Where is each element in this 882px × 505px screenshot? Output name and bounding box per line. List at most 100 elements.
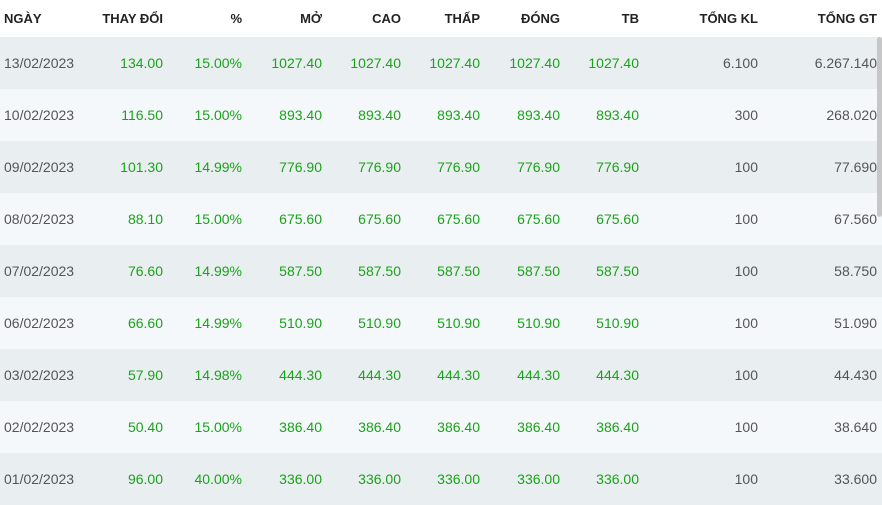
cell-percent: 15.00% (194, 55, 242, 71)
header-low[interactable]: THẤP (444, 11, 480, 26)
cell-high: 675.60 (358, 211, 401, 227)
header-average[interactable]: TB (621, 11, 639, 26)
cell-open: 386.40 (279, 419, 322, 435)
cell-total-volume: 300 (734, 107, 758, 123)
cell-date: 06/02/2023 (4, 315, 75, 331)
table-row[interactable]: 13/02/2023 134.00 15.00% 1027.40 1027.40 1027… (0, 37, 882, 89)
cell-close: 444.30 (517, 367, 560, 383)
cell-close: 893.40 (517, 107, 560, 123)
cell-change: 66.60 (127, 315, 163, 331)
cell-percent: 14.99% (194, 315, 242, 331)
cell-total-value: 77.690 (834, 159, 877, 175)
cell-average: 510.90 (596, 315, 639, 331)
cell-high: 336.00 (358, 471, 401, 487)
cell-total-volume: 100 (734, 471, 758, 487)
cell-date: 07/02/2023 (4, 263, 75, 279)
cell-close: 510.90 (517, 315, 560, 331)
cell-average: 336.00 (596, 471, 639, 487)
cell-high: 776.90 (358, 159, 401, 175)
cell-average: 587.50 (596, 263, 639, 279)
cell-total-volume: 100 (734, 211, 758, 227)
cell-high: 1027.40 (350, 55, 401, 71)
table-row[interactable]: 06/02/2023 66.60 14.99% 510.90 510.90 510.90 5… (0, 297, 882, 349)
cell-close: 336.00 (517, 471, 560, 487)
header-date[interactable]: NGÀY (4, 11, 42, 26)
cell-change: 76.60 (127, 263, 163, 279)
table-row[interactable]: 01/02/2023 96.00 40.00% 336.00 336.00 336.00 3… (0, 453, 882, 505)
cell-low: 893.40 (437, 107, 480, 123)
cell-low: 1027.40 (429, 55, 480, 71)
cell-change: 134.00 (120, 55, 163, 71)
cell-percent: 14.99% (194, 263, 242, 279)
header-total-volume[interactable]: TỔNG KL (699, 11, 759, 26)
cell-total-volume: 100 (734, 315, 758, 331)
cell-open: 336.00 (279, 471, 322, 487)
header-change[interactable]: THAY ĐỔI (102, 11, 163, 26)
cell-change: 96.00 (127, 471, 163, 487)
table-row[interactable]: 08/02/2023 88.10 15.00% 675.60 675.60 675.60 6… (0, 193, 882, 245)
cell-average: 386.40 (596, 419, 639, 435)
cell-total-value: 58.750 (834, 263, 877, 279)
cell-date: 02/02/2023 (4, 419, 75, 435)
cell-average: 1027.40 (588, 55, 639, 71)
cell-total-value: 6.267.140 (814, 55, 877, 71)
cell-low: 587.50 (437, 263, 480, 279)
cell-total-value: 67.560 (834, 211, 877, 227)
cell-low: 510.90 (437, 315, 480, 331)
cell-total-volume: 100 (734, 419, 758, 435)
cell-percent: 14.98% (194, 367, 242, 383)
cell-total-value: 33.600 (834, 471, 877, 487)
cell-total-volume: 100 (734, 367, 758, 383)
cell-average: 893.40 (596, 107, 639, 123)
header-open[interactable]: MỞ (300, 11, 322, 26)
cell-close: 776.90 (517, 159, 560, 175)
header-total-value[interactable]: TỔNG GT (817, 11, 877, 26)
cell-high: 510.90 (358, 315, 401, 331)
cell-change: 57.90 (127, 367, 163, 383)
cell-date: 09/02/2023 (4, 159, 75, 175)
header-high[interactable]: CAO (372, 11, 401, 26)
cell-high: 444.30 (358, 367, 401, 383)
cell-change: 50.40 (127, 419, 163, 435)
header-percent[interactable]: % (230, 11, 242, 26)
cell-average: 776.90 (596, 159, 639, 175)
cell-percent: 14.99% (194, 159, 242, 175)
cell-change: 88.10 (127, 211, 163, 227)
cell-percent: 15.00% (194, 107, 242, 123)
table-row[interactable]: 03/02/2023 57.90 14.98% 444.30 444.30 444.30 4… (0, 349, 882, 401)
cell-open: 444.30 (279, 367, 322, 383)
cell-high: 386.40 (358, 419, 401, 435)
cell-open: 893.40 (279, 107, 322, 123)
cell-date: 08/02/2023 (4, 211, 75, 227)
cell-close: 386.40 (517, 419, 560, 435)
cell-percent: 40.00% (194, 471, 242, 487)
cell-close: 587.50 (517, 263, 560, 279)
cell-low: 776.90 (437, 159, 480, 175)
cell-open: 675.60 (279, 211, 322, 227)
table-row[interactable]: 09/02/2023 101.30 14.99% 776.90 776.90 776.90… (0, 141, 882, 193)
cell-open: 776.90 (279, 159, 322, 175)
cell-low: 444.30 (437, 367, 480, 383)
table-row[interactable]: 07/02/2023 76.60 14.99% 587.50 587.50 587.50 5… (0, 245, 882, 297)
cell-open: 1027.40 (271, 55, 322, 71)
cell-high: 587.50 (358, 263, 401, 279)
cell-change: 101.30 (120, 159, 163, 175)
cell-low: 386.40 (437, 419, 480, 435)
cell-total-volume: 100 (734, 263, 758, 279)
table-row[interactable]: 02/02/2023 50.40 15.00% 386.40 386.40 386.40 3… (0, 401, 882, 453)
cell-high: 893.40 (358, 107, 401, 123)
cell-total-value: 44.430 (834, 367, 877, 383)
cell-total-value: 268.020 (826, 107, 877, 123)
cell-average: 675.60 (596, 211, 639, 227)
table-body: 13/02/2023 134.00 15.00% 1027.40 1027.40 1027… (0, 37, 882, 505)
cell-total-value: 38.640 (834, 419, 877, 435)
cell-date: 13/02/2023 (4, 55, 75, 71)
cell-open: 510.90 (279, 315, 322, 331)
vertical-scrollbar[interactable] (877, 37, 882, 217)
table-row[interactable]: 10/02/2023 116.50 15.00% 893.40 893.40 893.40… (0, 89, 882, 141)
cell-total-value: 51.090 (834, 315, 877, 331)
header-close[interactable]: ĐÓNG (521, 11, 560, 26)
cell-total-volume: 6.100 (722, 55, 758, 71)
table-header: NGÀY THAY ĐỔI % MỞ CAO THẤP ĐÓNG TB TỔNG… (0, 0, 882, 37)
cell-open: 587.50 (279, 263, 322, 279)
